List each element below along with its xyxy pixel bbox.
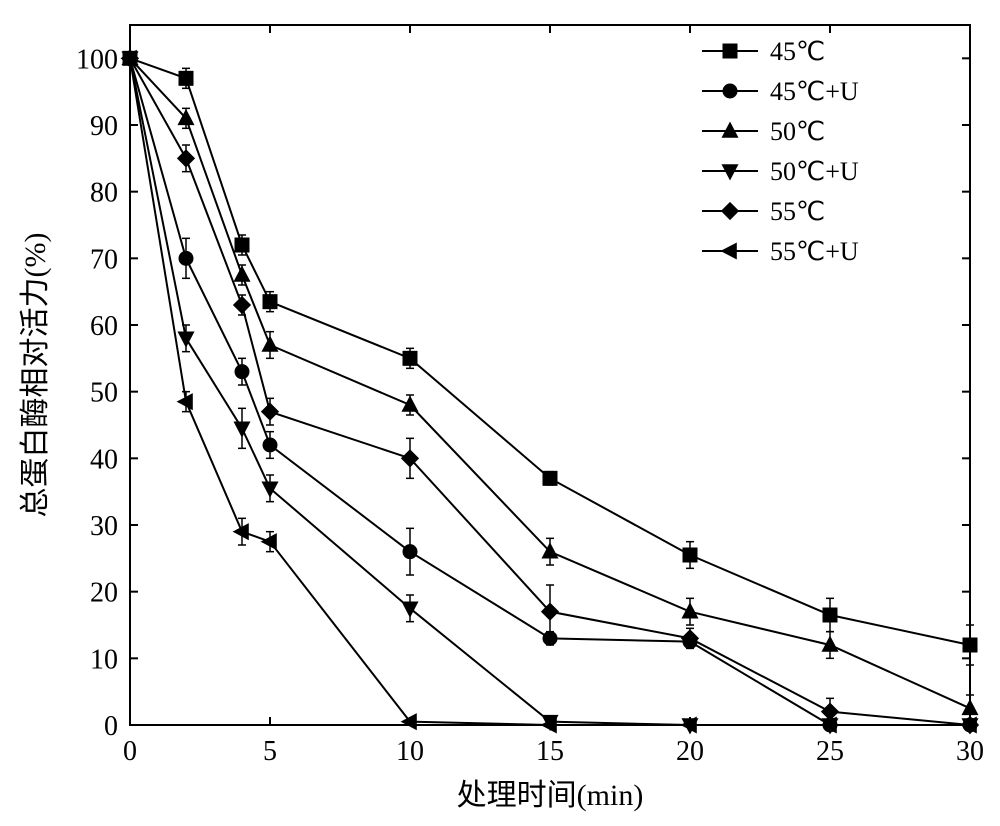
ytick-label: 40 <box>90 444 118 475</box>
legend-label: 55℃ <box>770 197 825 226</box>
legend-label: 45℃ <box>770 37 825 66</box>
xtick-label: 0 <box>123 736 137 767</box>
marker-square <box>179 71 193 85</box>
ytick-label: 30 <box>90 511 118 542</box>
y-axis-label: 总蛋白酶相对活力(%) <box>19 233 52 518</box>
ytick-label: 60 <box>90 311 118 342</box>
legend-label: 55℃+U <box>770 237 859 266</box>
marker-square <box>963 638 977 652</box>
marker-circle <box>263 438 277 452</box>
ytick-label: 50 <box>90 378 118 409</box>
marker-square <box>235 238 249 252</box>
marker-square <box>683 548 697 562</box>
xtick-label: 15 <box>536 736 564 767</box>
legend-label: 50℃ <box>770 117 825 146</box>
ytick-label: 20 <box>90 578 118 609</box>
xtick-label: 5 <box>263 736 277 767</box>
marker-circle <box>403 545 417 559</box>
ytick-label: 100 <box>76 44 118 75</box>
legend-label: 50℃+U <box>770 157 859 186</box>
legend-label: 45℃+U <box>770 77 859 106</box>
chart-bg <box>0 0 1000 826</box>
marker-square <box>823 608 837 622</box>
ytick-label: 10 <box>90 644 118 675</box>
xtick-label: 20 <box>676 736 704 767</box>
marker-square <box>263 295 277 309</box>
legend-marker-icon <box>723 44 737 58</box>
marker-square <box>543 471 557 485</box>
xtick-label: 10 <box>396 736 424 767</box>
xtick-label: 30 <box>956 736 984 767</box>
marker-circle <box>179 251 193 265</box>
ytick-label: 70 <box>90 244 118 275</box>
ytick-label: 80 <box>90 178 118 209</box>
marker-circle <box>235 365 249 379</box>
ytick-label: 90 <box>90 111 118 142</box>
marker-square <box>403 351 417 365</box>
legend-marker-icon <box>723 84 737 98</box>
protease-activity-chart: 0 5 10 15 20 25 30 0 10 20 30 40 50 60 70 80 90 100 处理时间(m… <box>0 0 1000 826</box>
x-axis-label: 处理时间(min) <box>457 779 644 812</box>
ytick-label: 0 <box>104 711 118 742</box>
xtick-label: 25 <box>816 736 844 767</box>
